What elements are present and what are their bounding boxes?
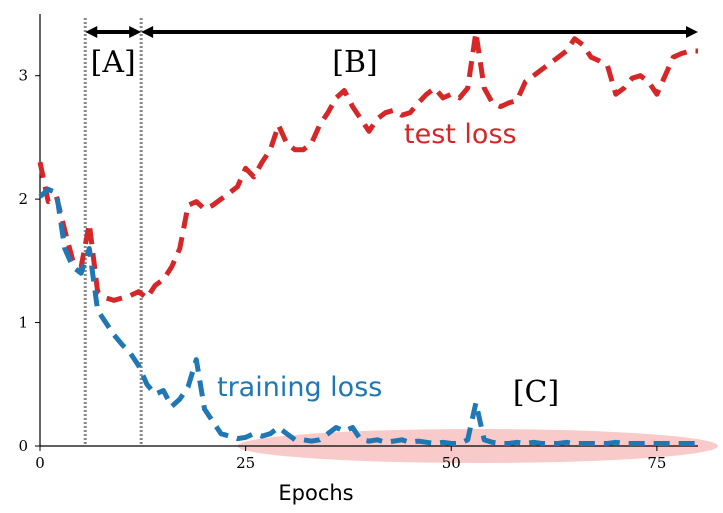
training-loss-series-label: training loss xyxy=(217,372,382,403)
phase-a-arrow-head-left xyxy=(85,26,98,38)
phase-arrow-layer xyxy=(85,26,698,38)
tick-layer: 0 25 50 75 0 1 2 3 xyxy=(18,67,666,472)
x-axis-title: Epochs xyxy=(278,481,353,505)
training-loss-line xyxy=(38,186,698,446)
x-tick-label: 0 xyxy=(35,454,45,472)
phase-divider-layer xyxy=(83,18,143,446)
annotation-b-label: [B] xyxy=(332,45,377,80)
phase-b-arrow-head-left xyxy=(141,26,154,38)
phase-a-arrow xyxy=(85,26,142,38)
phase-b-arrow-head-right xyxy=(686,26,698,38)
x-tick-label: 50 xyxy=(442,454,461,472)
test-loss-series-label: test loss xyxy=(404,119,517,150)
series-layer xyxy=(37,30,698,446)
annotation-c-label: [C] xyxy=(513,375,559,410)
y-tick-label: 1 xyxy=(18,314,28,332)
annotation-a-label: [A] xyxy=(91,45,136,80)
y-tick-label: 2 xyxy=(18,190,28,208)
x-tick-label: 75 xyxy=(647,454,666,472)
x-tick-label: 25 xyxy=(236,454,255,472)
test-loss-line xyxy=(37,30,698,303)
y-tick-label: 0 xyxy=(18,437,28,455)
phase-a-arrow-head-right xyxy=(129,26,142,38)
y-tick-label: 3 xyxy=(18,67,28,85)
phase-b-arrow xyxy=(141,26,698,38)
annotation-layer: [A] [B] [C] test loss training loss Epoc… xyxy=(91,45,560,505)
